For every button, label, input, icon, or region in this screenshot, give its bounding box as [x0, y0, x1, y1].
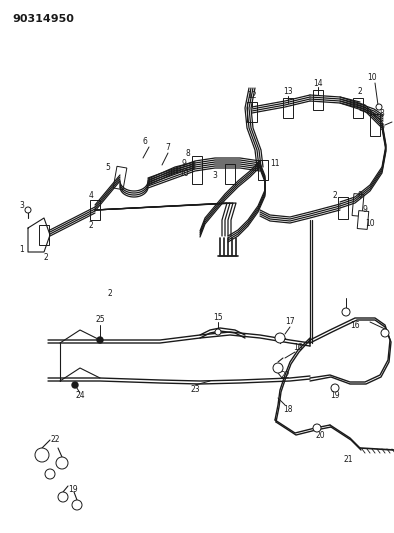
- Circle shape: [313, 424, 321, 432]
- Text: 15: 15: [213, 313, 223, 322]
- Circle shape: [273, 363, 283, 373]
- Text: 2: 2: [108, 288, 112, 297]
- Bar: [352, 193, 364, 216]
- Text: 17: 17: [285, 318, 295, 327]
- Text: 14: 14: [313, 78, 323, 87]
- Circle shape: [215, 329, 221, 335]
- Text: 13: 13: [283, 87, 293, 96]
- Text: 22: 22: [50, 435, 60, 445]
- Text: 2: 2: [89, 221, 93, 230]
- Circle shape: [275, 333, 285, 343]
- Circle shape: [72, 500, 82, 510]
- Circle shape: [72, 382, 78, 388]
- Text: 12: 12: [247, 92, 257, 101]
- Circle shape: [58, 492, 68, 502]
- Circle shape: [331, 384, 339, 392]
- Circle shape: [56, 457, 68, 469]
- Text: 8: 8: [186, 149, 190, 157]
- Bar: [247, 102, 257, 122]
- Text: 10: 10: [365, 220, 375, 229]
- Text: 6: 6: [143, 138, 147, 147]
- Bar: [258, 160, 268, 180]
- Text: 7: 7: [165, 143, 171, 152]
- Bar: [370, 114, 380, 136]
- Circle shape: [35, 448, 49, 462]
- Text: 23: 23: [190, 385, 200, 394]
- Bar: [225, 164, 235, 184]
- Text: 21: 21: [343, 456, 353, 464]
- Text: 2: 2: [44, 254, 48, 262]
- Text: 25: 25: [95, 316, 105, 325]
- Circle shape: [97, 337, 103, 343]
- Text: 11: 11: [270, 158, 280, 167]
- Text: 3: 3: [20, 200, 24, 209]
- Text: 10: 10: [179, 168, 189, 177]
- Text: 9: 9: [362, 206, 368, 214]
- Text: 3: 3: [212, 171, 217, 180]
- Bar: [39, 225, 49, 245]
- Bar: [113, 166, 127, 190]
- Text: 19: 19: [68, 486, 78, 495]
- Text: 4: 4: [89, 190, 93, 199]
- Text: 16: 16: [293, 343, 303, 352]
- Text: 2: 2: [333, 191, 337, 200]
- Text: 20: 20: [315, 431, 325, 440]
- Text: 2: 2: [358, 87, 362, 96]
- Text: 19: 19: [330, 391, 340, 400]
- Text: 16: 16: [350, 320, 360, 329]
- Text: 9: 9: [379, 124, 385, 133]
- Text: 8: 8: [380, 109, 385, 117]
- Text: 18: 18: [283, 406, 293, 415]
- Bar: [338, 197, 348, 219]
- Text: 8: 8: [358, 191, 362, 200]
- Bar: [357, 211, 369, 229]
- Text: 22: 22: [280, 370, 290, 379]
- Bar: [192, 156, 202, 184]
- Circle shape: [376, 104, 382, 110]
- Bar: [353, 98, 363, 118]
- Text: 9: 9: [182, 158, 186, 167]
- Circle shape: [25, 207, 31, 213]
- Bar: [90, 200, 100, 220]
- Circle shape: [45, 469, 55, 479]
- Circle shape: [381, 329, 389, 337]
- Text: 10: 10: [367, 74, 377, 83]
- Text: 24: 24: [75, 392, 85, 400]
- Bar: [313, 90, 323, 110]
- Text: 90314950: 90314950: [12, 14, 74, 24]
- Circle shape: [342, 308, 350, 316]
- Bar: [283, 98, 293, 118]
- Text: 1: 1: [20, 246, 24, 254]
- Text: 5: 5: [106, 164, 110, 173]
